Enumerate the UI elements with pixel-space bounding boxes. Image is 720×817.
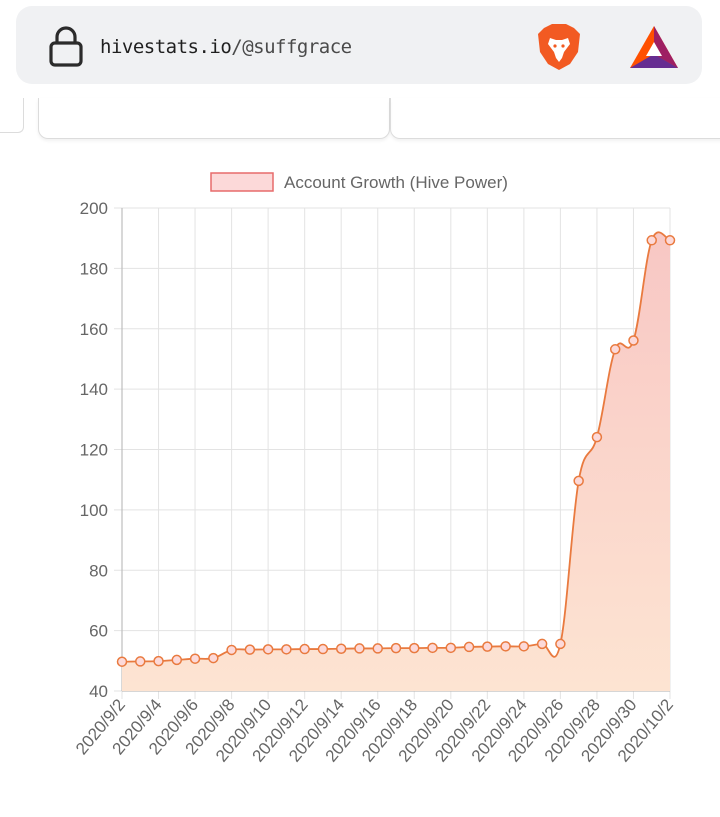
- url-host: hivestats.io: [100, 36, 232, 58]
- data-point: [317, 643, 329, 655]
- data-point: [135, 656, 146, 667]
- stats-card-right: [390, 98, 720, 139]
- y-tick-label: 40: [89, 682, 108, 701]
- y-tick-label: 60: [89, 622, 108, 641]
- y-tick-label: 140: [80, 380, 108, 399]
- data-point: [628, 335, 639, 346]
- data-point: [299, 643, 310, 655]
- stats-card-left: [0, 98, 24, 133]
- data-point: [427, 642, 438, 654]
- data-point: [445, 642, 457, 654]
- y-tick-label: 80: [89, 561, 108, 580]
- data-point: [208, 652, 219, 664]
- data-point: [354, 643, 365, 654]
- data-point: [281, 644, 292, 655]
- url-text[interactable]: hivestats.io/@suffgrace: [100, 32, 352, 62]
- legend-label: Account Growth (Hive Power): [284, 173, 508, 192]
- data-point: [482, 641, 493, 652]
- series-area: [122, 232, 670, 691]
- data-point: [518, 641, 530, 652]
- data-point: [500, 641, 511, 652]
- address-bar[interactable]: hivestats.io/@suffgrace: [16, 6, 702, 84]
- data-point: [244, 644, 256, 655]
- chart-svg: Account Growth (Hive Power) 40 60 80 100 120 1…: [72, 172, 677, 766]
- stats-card-middle: [38, 98, 390, 139]
- data-point: [463, 641, 475, 653]
- data-point: [372, 643, 383, 654]
- data-point: [591, 431, 603, 443]
- data-point: [226, 644, 237, 656]
- data-point: [555, 638, 566, 650]
- data-point: [609, 344, 621, 355]
- data-point: [262, 644, 274, 655]
- data-point: [409, 642, 420, 654]
- chart-legend: Account Growth (Hive Power): [210, 172, 508, 192]
- data-point: [573, 475, 584, 487]
- data-point: [153, 655, 164, 667]
- data-point: [116, 656, 128, 667]
- legend-swatch: [210, 172, 274, 192]
- data-point: [664, 235, 676, 246]
- brave-lion-icon[interactable]: [536, 22, 582, 72]
- data-point: [390, 642, 402, 654]
- url-path: /@suffgrace: [231, 36, 352, 58]
- data-point: [171, 654, 183, 666]
- bat-triangle-icon[interactable]: [628, 24, 680, 70]
- data-point: [646, 235, 657, 246]
- y-tick-label: 160: [80, 320, 108, 339]
- lock-icon[interactable]: [46, 24, 86, 68]
- y-tick-label: 180: [80, 259, 108, 278]
- account-growth-chart: Account Growth (Hive Power) 40 60 80 100 120 1…: [0, 160, 720, 812]
- y-tick-label: 200: [80, 199, 108, 218]
- data-point: [536, 638, 548, 650]
- y-tick-label: 120: [80, 441, 108, 460]
- data-point: [335, 643, 347, 654]
- data-point: [189, 653, 201, 664]
- y-tick-label: 100: [80, 501, 108, 520]
